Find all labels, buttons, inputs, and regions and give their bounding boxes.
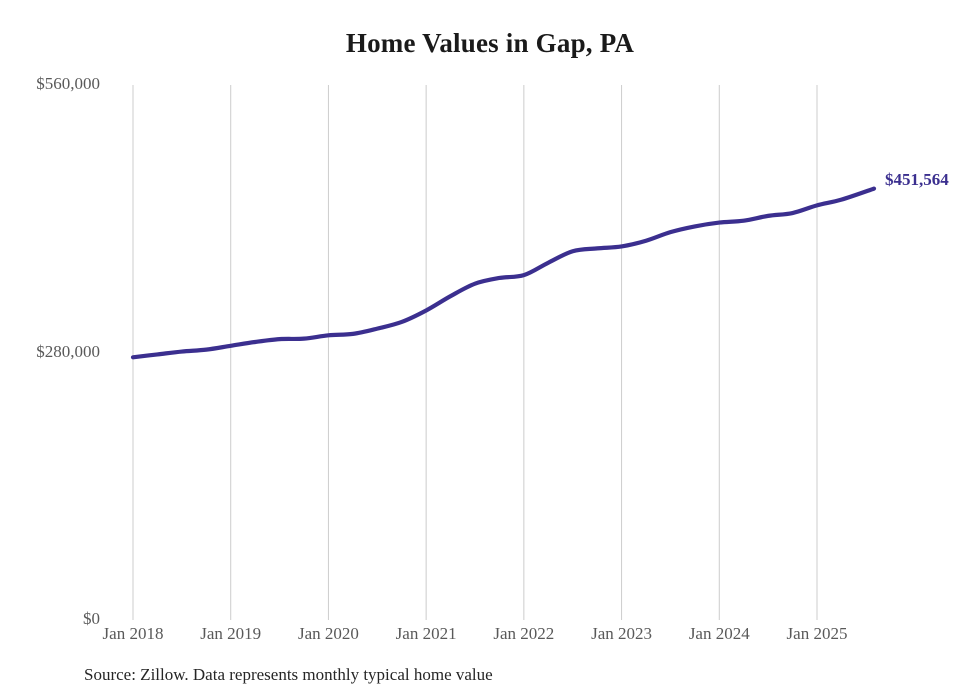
gridlines-group xyxy=(132,85,818,620)
page-title: Home Values in Gap, PA xyxy=(345,28,635,58)
x-axis-tick-label: Jan 2025 xyxy=(786,624,848,643)
y-axis-tick-label: $560,000 xyxy=(36,74,100,93)
y-axis-tick-label: $280,000 xyxy=(36,341,100,361)
data-series-line xyxy=(130,186,877,360)
x-axis-tick-label: Jan 2020 xyxy=(297,624,359,643)
x-axis-tick-label: Jan 2022 xyxy=(493,624,555,643)
x-axis-tick-label: Jan 2023 xyxy=(591,624,653,643)
x-axis-tick-label: Jan 2018 xyxy=(102,624,164,643)
source-note: Source: Zillow. Data represents monthly … xyxy=(84,665,493,684)
y-axis-tick-label: $0 xyxy=(83,609,100,628)
x-axis-tick-label: Jan 2021 xyxy=(395,624,457,643)
x-axis-tick-label: Jan 2024 xyxy=(688,624,750,643)
end-value-annotation: $451,564 xyxy=(885,169,949,189)
x-axis-tick-label: Jan 2019 xyxy=(200,624,262,643)
